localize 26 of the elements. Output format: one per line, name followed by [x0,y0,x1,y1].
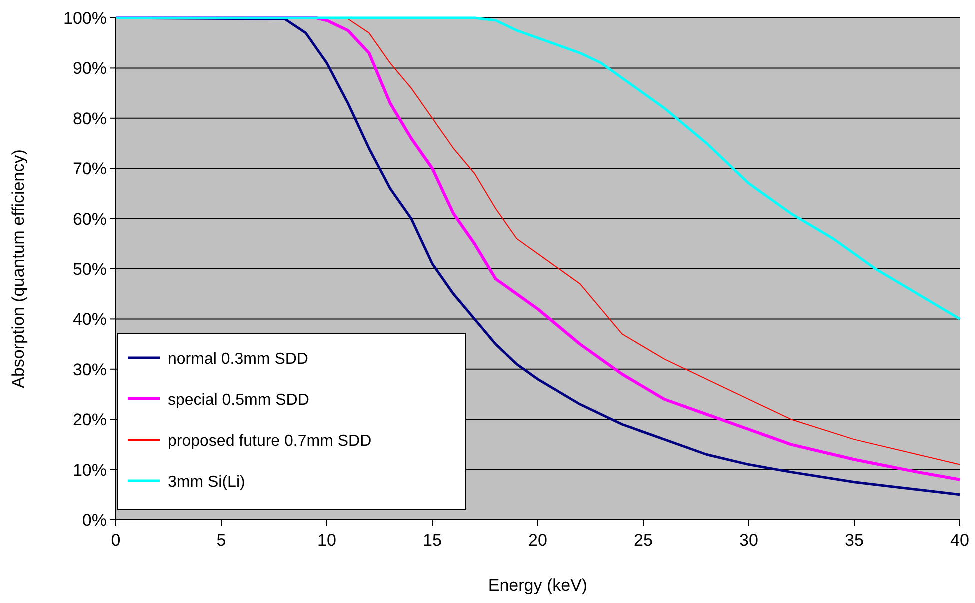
y-tick-label: 20% [72,410,107,430]
y-axis-title: Absorption (quantum efficiency) [9,150,28,388]
y-tick-label: 70% [72,160,107,179]
x-tick-label: 0 [111,531,121,550]
legend-label: proposed future 0.7mm SDD [168,433,372,450]
x-tick-label: 35 [845,531,864,550]
y-tick-label: 100% [64,9,107,28]
y-tick-label: 60% [72,210,107,229]
y-tick-label: 50% [72,260,107,279]
legend-label: 3mm Si(Li) [168,474,246,491]
x-tick-label: 25 [634,531,653,550]
legend-label: special 0.5mm SDD [168,392,310,409]
x-tick-label: 10 [318,531,336,550]
x-tick-label: 40 [950,531,970,550]
x-tick-label: 5 [216,531,226,550]
y-tick-label: 90% [72,59,107,78]
x-axis-title: Energy (keV) [488,576,588,595]
x-tick-label: 20 [528,531,548,550]
y-tick-label: 10% [72,460,107,480]
y-tick-label: 0% [82,511,107,530]
y-tick-label: 30% [72,360,107,380]
x-tick-label: 30 [740,531,758,550]
y-tick-label: 40% [72,310,107,330]
y-tick-label: 80% [72,109,107,128]
legend-label: normal 0.3mm SDD [168,351,308,368]
x-tick-label: 15 [423,531,442,550]
